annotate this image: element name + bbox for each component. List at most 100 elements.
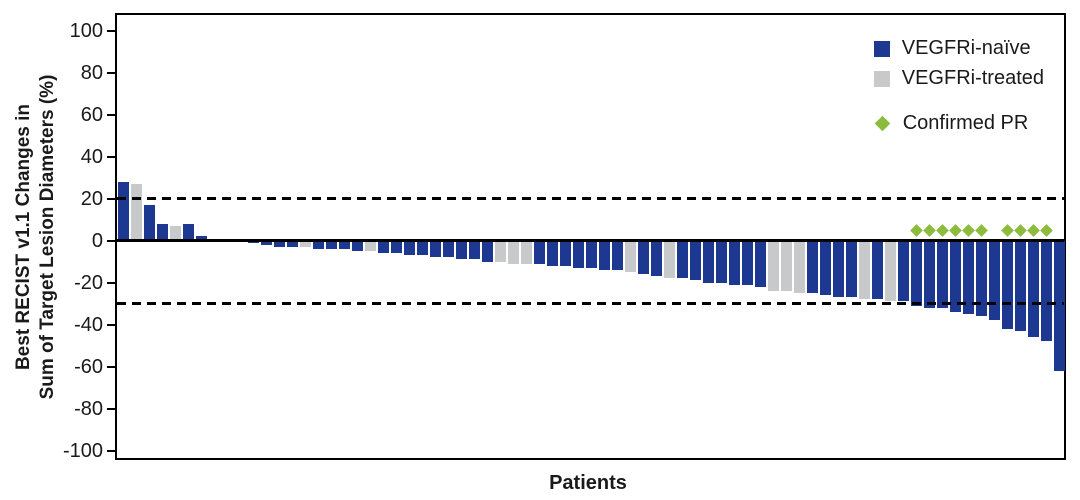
bar-vegfri-treated [170,225,181,241]
bar-vegfri-naive [534,240,545,264]
bar-vegfri-naive [833,240,844,298]
legend: VEGFRi-naïve VEGFRi-treated Confirmed PR [873,37,1044,142]
bar-vegfri-naive [807,240,818,293]
bar-vegfri-naive [157,223,168,241]
y-tick-mark [107,29,115,33]
bar-vegfri-naive [924,240,935,308]
bar-vegfri-naive [560,240,571,266]
bar-vegfri-naive [950,240,961,312]
confirmed-pr-marker-icon [910,223,923,237]
y-tick-mark [107,365,115,369]
bar-vegfri-treated [768,240,779,291]
y-tick-label: 0 [91,230,103,252]
bar-vegfri-naive [872,240,883,300]
bar-vegfri-naive [755,240,766,287]
y-tick-label: -80 [74,398,103,420]
bar-vegfri-naive [677,240,688,279]
bar-vegfri-naive [989,240,1000,321]
confirmed-pr-marker-icon [975,223,988,237]
bar-vegfri-treated [885,240,896,302]
y-tick-mark [107,323,115,327]
bar-vegfri-treated [508,240,519,264]
bar-vegfri-naive [898,240,909,302]
legend-item-confirmed-pr: Confirmed PR [874,112,1044,135]
bar-vegfri-naive [1054,240,1065,371]
bar-vegfri-naive [326,240,337,249]
bar-vegfri-naive [703,240,714,283]
bar-vegfri-treated [794,240,805,293]
confirmed-pr-marker-icon [962,223,975,237]
confirmed-pr-marker-icon [949,223,962,237]
bar-vegfri-treated [859,240,870,300]
bar-vegfri-naive [963,240,974,314]
bar-vegfri-naive [274,240,285,247]
legend-label: VEGFRi-naïve [901,37,1031,59]
confirmed-pr-marker-icon [1040,223,1053,237]
bar-vegfri-naive [599,240,610,270]
y-tick-label: -60 [74,356,103,378]
bar-vegfri-naive [118,181,129,241]
confirmed-pr-marker-icon [923,223,936,237]
y-tick-label: -20 [74,272,103,294]
x-axis-title: Patients [549,472,627,494]
bar-vegfri-naive [651,240,662,277]
bar-vegfri-naive [820,240,831,296]
y-tick-mark [107,281,115,285]
legend-item-vegfri-treated: VEGFRi-treated [873,67,1044,90]
bar-vegfri-naive [612,240,623,270]
bar-vegfri-naive [287,240,298,247]
confirmed-pr-marker-icon [936,223,949,237]
bar-vegfri-naive [716,240,727,283]
bar-vegfri-treated [664,240,675,279]
bar-vegfri-treated [300,240,311,247]
zero-baseline [117,239,1064,242]
bar-vegfri-naive [339,240,350,249]
bar-vegfri-naive [456,240,467,260]
confirmed-pr-marker-icon [1014,223,1027,237]
bar-vegfri-naive [1002,240,1013,329]
y-tick-label: 20 [80,188,103,210]
bar-vegfri-naive [638,240,649,275]
bar-vegfri-naive [1028,240,1039,338]
bar-vegfri-naive [1015,240,1026,331]
y-tick-mark [107,113,115,117]
y-tick-mark [107,239,115,243]
legend-item-vegfri-naive: VEGFRi-naïve [873,37,1044,60]
bar-vegfri-naive [976,240,987,317]
y-tick-mark [107,71,115,75]
reference-dashed-line [117,302,1064,305]
bar-vegfri-naive [469,240,480,260]
y-tick-label: 40 [80,146,103,168]
bar-vegfri-naive [404,240,415,256]
y-tick-label: -40 [74,314,103,336]
bar-vegfri-naive [937,240,948,308]
bar-vegfri-naive [196,236,207,241]
confirmed-pr-marker-icon [1001,223,1014,237]
bar-vegfri-naive [417,240,428,256]
bar-vegfri-naive [547,240,558,266]
bar-vegfri-naive [690,240,701,281]
legend-label: VEGFRi-treated [901,67,1044,89]
bar-vegfri-treated [365,240,376,251]
vegfri-naive-swatch-icon [873,40,890,57]
confirmed-pr-diamond-icon [874,115,891,132]
bar-vegfri-naive [911,240,922,306]
bar-vegfri-treated [625,240,636,272]
y-tick-label: 80 [80,62,103,84]
bar-vegfri-treated [781,240,792,291]
bar-vegfri-naive [313,240,324,249]
bar-vegfri-naive [586,240,597,268]
bar-vegfri-naive [443,240,454,258]
bar-vegfri-naive [1041,240,1052,342]
bar-vegfri-naive [378,240,389,254]
reference-dashed-line [117,197,1064,200]
bar-vegfri-naive [144,204,155,241]
bar-vegfri-naive [391,240,402,254]
y-tick-label: 100 [69,20,103,42]
bar-vegfri-naive [482,240,493,262]
legend-label: Confirmed PR [902,112,1029,134]
y-tick-label: -100 [62,440,103,462]
y-tick-label: 60 [80,104,103,126]
plot-area: VEGFRi-naïve VEGFRi-treated Confirmed PR [115,13,1066,460]
bar-vegfri-naive [261,240,272,245]
